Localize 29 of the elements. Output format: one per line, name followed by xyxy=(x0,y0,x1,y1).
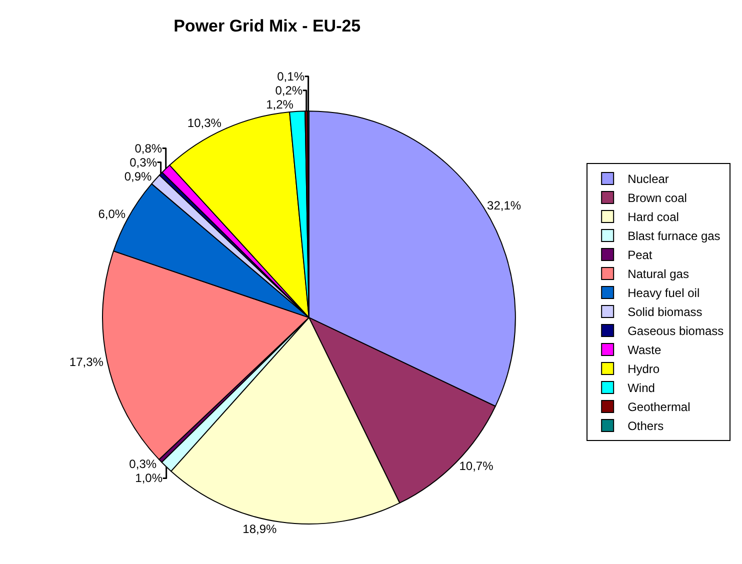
data-label: 0,2% xyxy=(275,83,303,98)
data-label: 0,9% xyxy=(124,169,152,184)
legend-label: Solid biomass xyxy=(628,305,702,320)
legend-label: Waste xyxy=(628,343,662,358)
legend-label: Nuclear xyxy=(628,172,669,186)
data-label: 1,0% xyxy=(135,471,163,486)
legend-label: Heavy fuel oil xyxy=(628,286,700,300)
data-label: 0,8% xyxy=(134,141,162,156)
legend-label: Brown coal xyxy=(628,191,687,206)
data-label: 32,1% xyxy=(487,198,522,212)
data-label: 1,2% xyxy=(266,97,294,112)
legend-label: Peat xyxy=(628,248,653,262)
data-label: 10,7% xyxy=(459,459,494,474)
legend-label: Geothermal xyxy=(628,400,690,414)
data-label: 6,0% xyxy=(98,206,126,221)
legend-label: Blast furnace gas xyxy=(628,229,720,244)
legend-label: Wind xyxy=(628,381,655,396)
legend-label: Hydro xyxy=(628,362,660,376)
data-label: 0,3% xyxy=(130,155,158,170)
data-label: 0,1% xyxy=(277,69,305,84)
legend-label: Others xyxy=(628,419,664,434)
legend-label: Gaseous biomass xyxy=(628,324,724,338)
data-label: 10,3% xyxy=(187,116,222,130)
data-label: 17,3% xyxy=(69,354,104,369)
chart-title: Power Grid Mix - EU-25 xyxy=(174,16,361,36)
data-label: 18,9% xyxy=(242,522,278,536)
legend-label: Hard coal xyxy=(628,210,679,224)
legend-label: Natural gas xyxy=(628,267,689,282)
data-label: 0,3% xyxy=(129,457,157,472)
